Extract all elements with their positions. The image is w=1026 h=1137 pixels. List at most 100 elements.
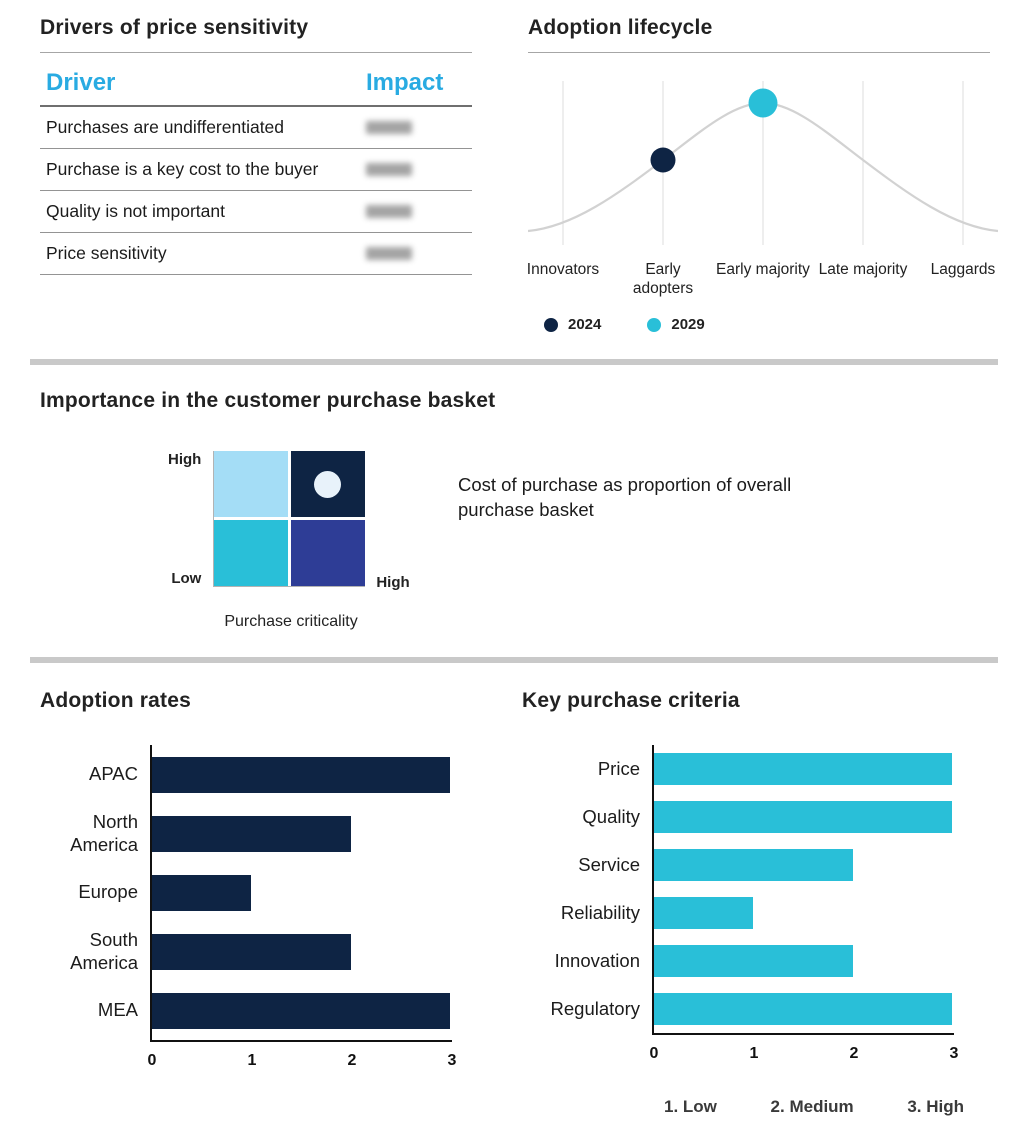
adoption-lifecycle-chart: Innovators Early adopters Early majority La…	[527, 79, 999, 333]
drivers-table: Driver Impact Purchases are undifferenti…	[40, 53, 472, 275]
bar-europe	[152, 874, 252, 911]
impact-value-blurred	[366, 121, 466, 134]
basket-title: Importance in the customer purchase bask…	[40, 389, 496, 412]
x-high-label: High	[376, 574, 410, 591]
adoption-rates-title: Adoption rates	[40, 689, 191, 712]
lifecycle-category-label: Laggards	[930, 261, 996, 278]
x-axis-ticks: 0 1 2 3	[148, 1042, 457, 1076]
driver-row: Purchase is a key cost to the buyer	[40, 149, 472, 191]
x-axis-line	[652, 1033, 954, 1035]
lifecycle-category-labels: Innovators Early adopters Early majority La…	[527, 260, 996, 308]
basket-section: Importance in the customer purchase bask…	[40, 389, 990, 631]
x-axis-ticks: 0 1 2 3	[650, 1035, 959, 1069]
bar-category-label: Reliability	[560, 901, 640, 923]
drivers-table-body: Purchases are undifferentiated Purchase i…	[40, 107, 472, 275]
blurred-impact-blob	[366, 163, 412, 176]
bar-mea	[152, 992, 450, 1029]
position-marker-dot	[314, 471, 342, 498]
lifecycle-category-label: Early majority	[716, 261, 810, 278]
drivers-table-header: Driver Impact	[40, 53, 472, 107]
drivers-section: Drivers of price sensitivity Driver Impa…	[40, 16, 472, 333]
bar-track	[150, 922, 450, 981]
scale-legend-item: 1. Low	[664, 1097, 717, 1116]
bar-track	[150, 863, 450, 922]
bar-row: North America	[40, 804, 452, 863]
bar-track	[652, 793, 952, 841]
x-axis-line	[150, 1040, 452, 1042]
scale-legend-item: 3. High	[907, 1097, 964, 1116]
bar-service	[654, 849, 853, 881]
x-tick-2: 2	[849, 1045, 859, 1062]
blurred-impact-blob	[366, 121, 412, 134]
driver-row: Quality is not important	[40, 191, 472, 233]
scale-legend-item: 2. Medium	[770, 1097, 854, 1116]
bar-category-label: Innovation	[554, 949, 640, 971]
bar-category-label: Regulatory	[550, 997, 640, 1019]
blurred-impact-blob	[366, 205, 412, 218]
bar-row: APAC	[40, 745, 452, 804]
x-tick-0: 0	[649, 1045, 659, 1062]
basket-annotation: Cost of purchase as proportion of overal…	[458, 474, 792, 520]
bar-category-label: Service	[578, 853, 640, 875]
legend-label: 2029	[671, 316, 705, 333]
quadrant-bottom-right	[291, 520, 366, 586]
bar-quality	[654, 801, 952, 833]
x-tick-0: 0	[147, 1052, 157, 1069]
bar-row: Europe	[40, 863, 452, 922]
bar-track	[150, 981, 450, 1040]
driver-name: Purchase is a key cost to the buyer	[46, 159, 319, 179]
bar-row: Regulatory	[522, 985, 964, 1033]
bar-row: Service	[522, 841, 964, 889]
quadrant-y-axis: High Low	[168, 451, 213, 587]
x-tick-1: 1	[247, 1052, 257, 1069]
x-tick-2: 2	[347, 1052, 357, 1069]
lifecycle-category-label: Innovators	[526, 261, 600, 278]
x-tick-1: 1	[749, 1045, 759, 1062]
top-section: Drivers of price sensitivity Driver Impa…	[40, 16, 999, 333]
bar-south-america	[152, 933, 351, 970]
bar-row: Innovation	[522, 937, 964, 985]
x-tick-3: 3	[447, 1052, 457, 1069]
bar-apac	[152, 756, 450, 793]
bar-regulatory	[654, 993, 952, 1025]
driver-row: Price sensitivity	[40, 233, 472, 275]
quadrant-chart: High Low High Purchase criticality	[168, 451, 410, 631]
purchase-criteria-title: Key purchase criteria	[522, 689, 740, 712]
bar-track	[652, 985, 952, 1033]
driver-name: Quality is not important	[46, 201, 225, 221]
impact-value-blurred	[366, 163, 466, 176]
data-point-2029	[748, 88, 778, 118]
legend-label: 2024	[568, 316, 602, 333]
legend-item-2029: 2029	[647, 316, 705, 333]
bar-category-label: North America	[70, 811, 138, 855]
x-tick-3: 3	[949, 1045, 959, 1062]
lifecycle-section: Adoption lifecycle Innovators Early adopt…	[527, 16, 999, 333]
bar-category-label: Price	[597, 757, 640, 779]
driver-name: Purchases are undifferentiated	[46, 117, 285, 137]
bar-category-label: South America	[70, 929, 138, 973]
bar-price	[654, 753, 952, 785]
data-point-2024	[650, 147, 676, 173]
section-divider	[30, 657, 998, 663]
driver-column-header: Driver	[46, 69, 116, 96]
bar-track	[652, 745, 952, 793]
bar-innovation	[654, 945, 853, 977]
bar-track	[652, 937, 952, 985]
bar-category-label: APAC	[88, 763, 138, 785]
basket-body: High Low High Purchase criticality Cost …	[40, 451, 990, 631]
bar-category-label: Quality	[582, 805, 640, 827]
bar-category-label: Europe	[78, 881, 138, 903]
bar-row: MEA	[40, 981, 452, 1040]
x-axis-title: Purchase criticality	[224, 613, 358, 630]
legend-item-2024: 2024	[544, 316, 601, 333]
legend-dot	[647, 317, 662, 332]
key-purchase-criteria-chart: Key purchase criteria Price Quality Servic…	[522, 689, 964, 1117]
impact-column-header: Impact	[366, 69, 444, 96]
driver-row: Purchases are undifferentiated	[40, 107, 472, 149]
impact-value-blurred	[366, 247, 466, 260]
lifecycle-title: Adoption lifecycle	[528, 16, 990, 53]
quadrant-bottom-left	[214, 520, 289, 586]
driver-name: Price sensitivity	[46, 243, 167, 263]
bar-track	[652, 889, 952, 937]
